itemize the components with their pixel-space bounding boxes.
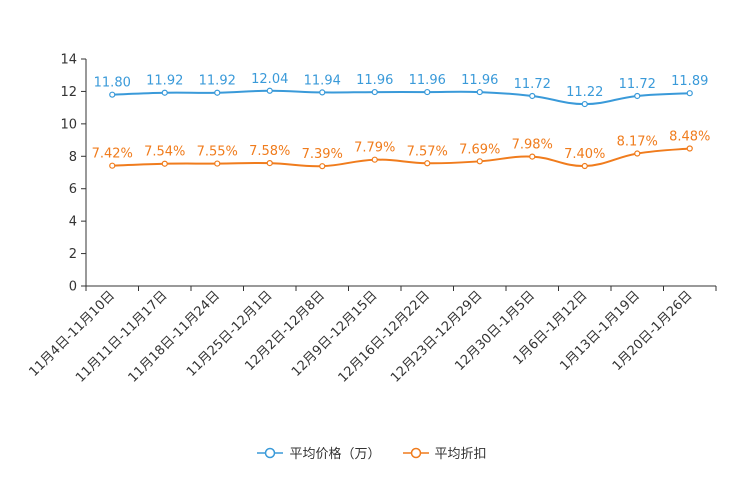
data-label: 7.58% bbox=[249, 144, 290, 159]
y-tick-label: 4 bbox=[69, 215, 77, 230]
data-label: 11.22 bbox=[566, 85, 603, 100]
data-point bbox=[109, 162, 116, 169]
data-label: 7.42% bbox=[92, 147, 133, 162]
y-tick-label: 10 bbox=[60, 117, 77, 132]
data-point bbox=[266, 159, 273, 167]
data-point bbox=[529, 153, 536, 160]
data-point bbox=[214, 160, 221, 167]
data-label: 7.55% bbox=[197, 145, 238, 160]
data-point bbox=[161, 89, 168, 96]
series-0: 11.80 11.92 11.92 12.04 11.94 11.96 11.96 11.96… bbox=[94, 72, 708, 108]
legend-item-discount[interactable]: 平均折扣 bbox=[402, 443, 487, 462]
data-label: 7.54% bbox=[144, 145, 185, 160]
y-tick-label: 14 bbox=[60, 53, 77, 68]
y-tick-label: 12 bbox=[60, 85, 77, 100]
data-label: 7.39% bbox=[302, 147, 343, 162]
data-point bbox=[371, 88, 378, 96]
data-point bbox=[424, 160, 431, 167]
data-label: 7.57% bbox=[407, 144, 448, 159]
data-label: 11.96 bbox=[409, 73, 446, 88]
data-point bbox=[476, 158, 483, 165]
data-label: 11.96 bbox=[356, 73, 393, 88]
data-label: 7.40% bbox=[564, 147, 605, 162]
x-tick-label: 11月11日-11月17日 bbox=[73, 288, 170, 385]
data-label: 11.92 bbox=[199, 74, 236, 89]
data-point bbox=[529, 92, 536, 100]
data-label: 11.72 bbox=[514, 77, 551, 92]
data-point bbox=[686, 145, 693, 152]
legend-price-icon bbox=[257, 447, 284, 458]
y-tick-label: 6 bbox=[69, 182, 77, 197]
legend-discount-label: 平均折扣 bbox=[434, 447, 487, 462]
data-label: 11.94 bbox=[304, 73, 341, 88]
data-point bbox=[161, 160, 168, 167]
series-line bbox=[112, 147, 690, 168]
data-label: 11.80 bbox=[94, 76, 131, 91]
y-tick-label: 8 bbox=[69, 150, 77, 165]
data-label: 7.79% bbox=[354, 141, 395, 156]
data-point bbox=[319, 163, 326, 170]
data-label: 11.72 bbox=[619, 77, 656, 92]
data-label: 11.92 bbox=[146, 74, 183, 89]
legend-item-price[interactable]: 平均价格（万） bbox=[257, 443, 381, 462]
data-label: 11.96 bbox=[461, 73, 498, 88]
series-1: 7.42% 7.54% 7.55% 7.58% 7.39% 7.79% 7.57% 7.69%… bbox=[92, 130, 710, 170]
data-label: 7.98% bbox=[512, 138, 553, 153]
x-tick-label: 11月18日-11月24日 bbox=[126, 288, 223, 385]
data-label: 8.17% bbox=[617, 135, 658, 150]
x-tick-label: 11月4日-11月10日 bbox=[26, 288, 118, 380]
data-point bbox=[581, 162, 588, 170]
data-point bbox=[424, 88, 431, 96]
data-point bbox=[266, 87, 273, 94]
data-point bbox=[686, 90, 693, 97]
data-point bbox=[214, 89, 221, 96]
data-label: 7.69% bbox=[459, 142, 500, 157]
data-point bbox=[581, 100, 588, 108]
data-point bbox=[371, 156, 378, 163]
legend-discount-icon bbox=[402, 447, 429, 458]
x-tick-label: 12月23日-12月29日 bbox=[388, 288, 485, 385]
data-label: 11.89 bbox=[671, 74, 708, 89]
series-line bbox=[112, 89, 690, 106]
legend-price-label: 平均价格（万） bbox=[289, 447, 381, 462]
data-label: 8.48% bbox=[669, 130, 710, 145]
data-point bbox=[109, 91, 116, 98]
y-tick-label: 2 bbox=[69, 247, 77, 262]
x-tick-label: 12月16日-12月22日 bbox=[336, 288, 433, 385]
data-point bbox=[476, 88, 483, 96]
data-point bbox=[634, 150, 641, 157]
legend: 平均价格（万） 平均折扣 bbox=[0, 443, 744, 462]
data-point bbox=[634, 92, 641, 100]
y-tick-label: 0 bbox=[69, 280, 77, 295]
data-label: 12.04 bbox=[251, 72, 288, 87]
data-point bbox=[319, 89, 326, 96]
